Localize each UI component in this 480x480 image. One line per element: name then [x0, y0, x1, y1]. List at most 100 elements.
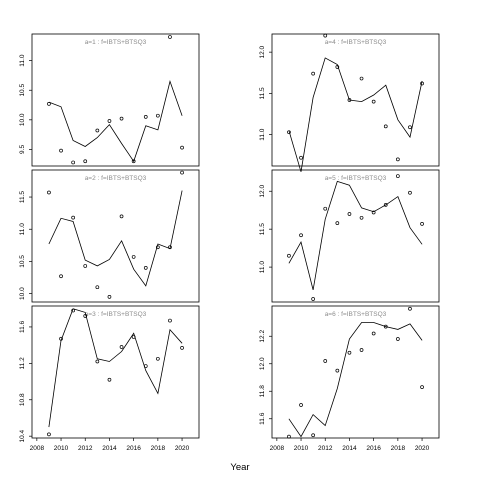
observed-point	[131, 159, 136, 164]
observed-point	[287, 253, 291, 258]
observed-point	[408, 190, 412, 195]
panel-title: a=3 : f=IBTS+BTSQ3	[85, 311, 147, 318]
observed-point	[347, 212, 352, 216]
y-tick-label: 11.0	[19, 223, 26, 236]
y-tick-label: 12.2	[259, 330, 266, 343]
observed-point	[323, 206, 328, 211]
y-tick-label: 11.6	[259, 412, 266, 425]
observed-point	[119, 345, 124, 349]
observed-point	[47, 101, 51, 106]
fitted-line	[288, 57, 423, 172]
panel-frame	[271, 305, 440, 439]
x-tick-label: 2012	[318, 445, 333, 452]
observed-point	[180, 346, 184, 350]
observed-point	[59, 336, 63, 341]
y-tick-label: 11.5	[259, 223, 266, 236]
observed-point	[180, 170, 184, 175]
observed-point	[371, 210, 376, 215]
y-tick-label: 11.0	[19, 54, 26, 67]
observed-point	[47, 190, 51, 195]
panel-title: a=5 : f=IBTS+BTSQ3	[325, 175, 387, 182]
y-tick-label: 11.0	[259, 261, 266, 274]
fitted-line	[48, 80, 183, 163]
observed-point	[408, 306, 412, 311]
observed-point	[371, 331, 376, 336]
observed-point	[311, 71, 315, 76]
x-tick-label: 2018	[391, 445, 406, 452]
observed-point	[347, 98, 352, 102]
observed-point	[383, 324, 388, 329]
panel-frame	[271, 169, 440, 303]
x-tick-label: 2010	[54, 445, 69, 452]
observed-point	[383, 124, 388, 129]
panel-frame	[31, 33, 200, 167]
observed-point	[359, 348, 364, 352]
observed-point	[408, 125, 412, 130]
fitted-line	[288, 322, 423, 438]
y-tick-label: 9.5	[19, 145, 26, 154]
observed-point	[168, 35, 172, 39]
panel-frame	[31, 305, 200, 439]
y-tick-label: 11.5	[19, 191, 26, 204]
x-tick-label: 2020	[415, 445, 430, 452]
y-tick-label: 11.8	[259, 385, 266, 398]
y-tick-label: 12.0	[259, 185, 266, 198]
y-tick-label: 12.0	[259, 357, 266, 370]
x-tick-label: 2014	[342, 445, 357, 452]
observed-point	[371, 99, 376, 104]
observed-point	[59, 148, 63, 153]
observed-point	[95, 359, 100, 364]
y-tick-label: 10.4	[19, 429, 26, 442]
y-tick-label: 11.0	[259, 128, 266, 141]
observed-point	[335, 221, 340, 225]
observed-point	[83, 264, 88, 268]
observed-point	[71, 308, 75, 313]
observed-point	[420, 81, 424, 86]
observed-point	[156, 113, 160, 118]
y-tick-label: 11.5	[259, 87, 266, 100]
y-tick-label: 10.5	[19, 255, 26, 268]
observed-point	[131, 255, 136, 259]
observed-point	[396, 174, 400, 178]
observed-point	[95, 128, 100, 133]
observed-point	[323, 359, 328, 363]
x-tick-label: 2008	[30, 445, 45, 452]
observed-point	[287, 130, 291, 135]
observed-point	[287, 434, 291, 439]
panel-title: a=1 : f=IBTS+BTSQ3	[85, 39, 147, 46]
observed-point	[420, 385, 424, 389]
x-tick-label: 2018	[151, 445, 166, 452]
observed-point	[335, 368, 340, 373]
observed-point	[47, 432, 51, 437]
observed-point	[299, 233, 303, 238]
observed-point	[311, 433, 315, 438]
y-tick-label: 11.2	[19, 357, 26, 370]
observed-point	[299, 403, 303, 407]
observed-point	[156, 245, 160, 250]
observed-point	[107, 119, 112, 123]
panel-4: a=5 : f=IBTS+BTSQ3 11.0 11.5 12.0	[259, 169, 440, 303]
y-tick-label: 10.0	[19, 113, 26, 126]
x-tick-label: 2016	[366, 445, 381, 452]
observed-point	[359, 76, 364, 81]
observed-point	[168, 245, 172, 250]
fitted-line	[48, 308, 183, 428]
observed-point	[396, 337, 400, 341]
panel-3: a=2 : f=IBTS+BTSQ3 10.0 10.5 11.0 11.5	[19, 169, 200, 303]
observed-point	[83, 159, 88, 164]
x-tick-label: 2016	[126, 445, 141, 452]
observed-point	[71, 215, 75, 220]
observed-point	[59, 274, 63, 279]
x-tick-label: 2014	[102, 445, 117, 452]
observed-point	[311, 297, 315, 301]
observed-point	[143, 266, 148, 270]
observed-point	[131, 335, 136, 339]
observed-point	[323, 33, 328, 38]
panel-frame	[31, 169, 200, 303]
panel-1: a=1 : f=IBTS+BTSQ3 9.5 10.0 10.5 11.0	[19, 33, 200, 167]
observed-point	[143, 115, 148, 119]
observed-point	[359, 215, 364, 220]
observed-point	[299, 155, 303, 160]
panel-2: a=4 : f=IBTS+BTSQ3 11.0 11.5 12.0	[259, 33, 440, 172]
